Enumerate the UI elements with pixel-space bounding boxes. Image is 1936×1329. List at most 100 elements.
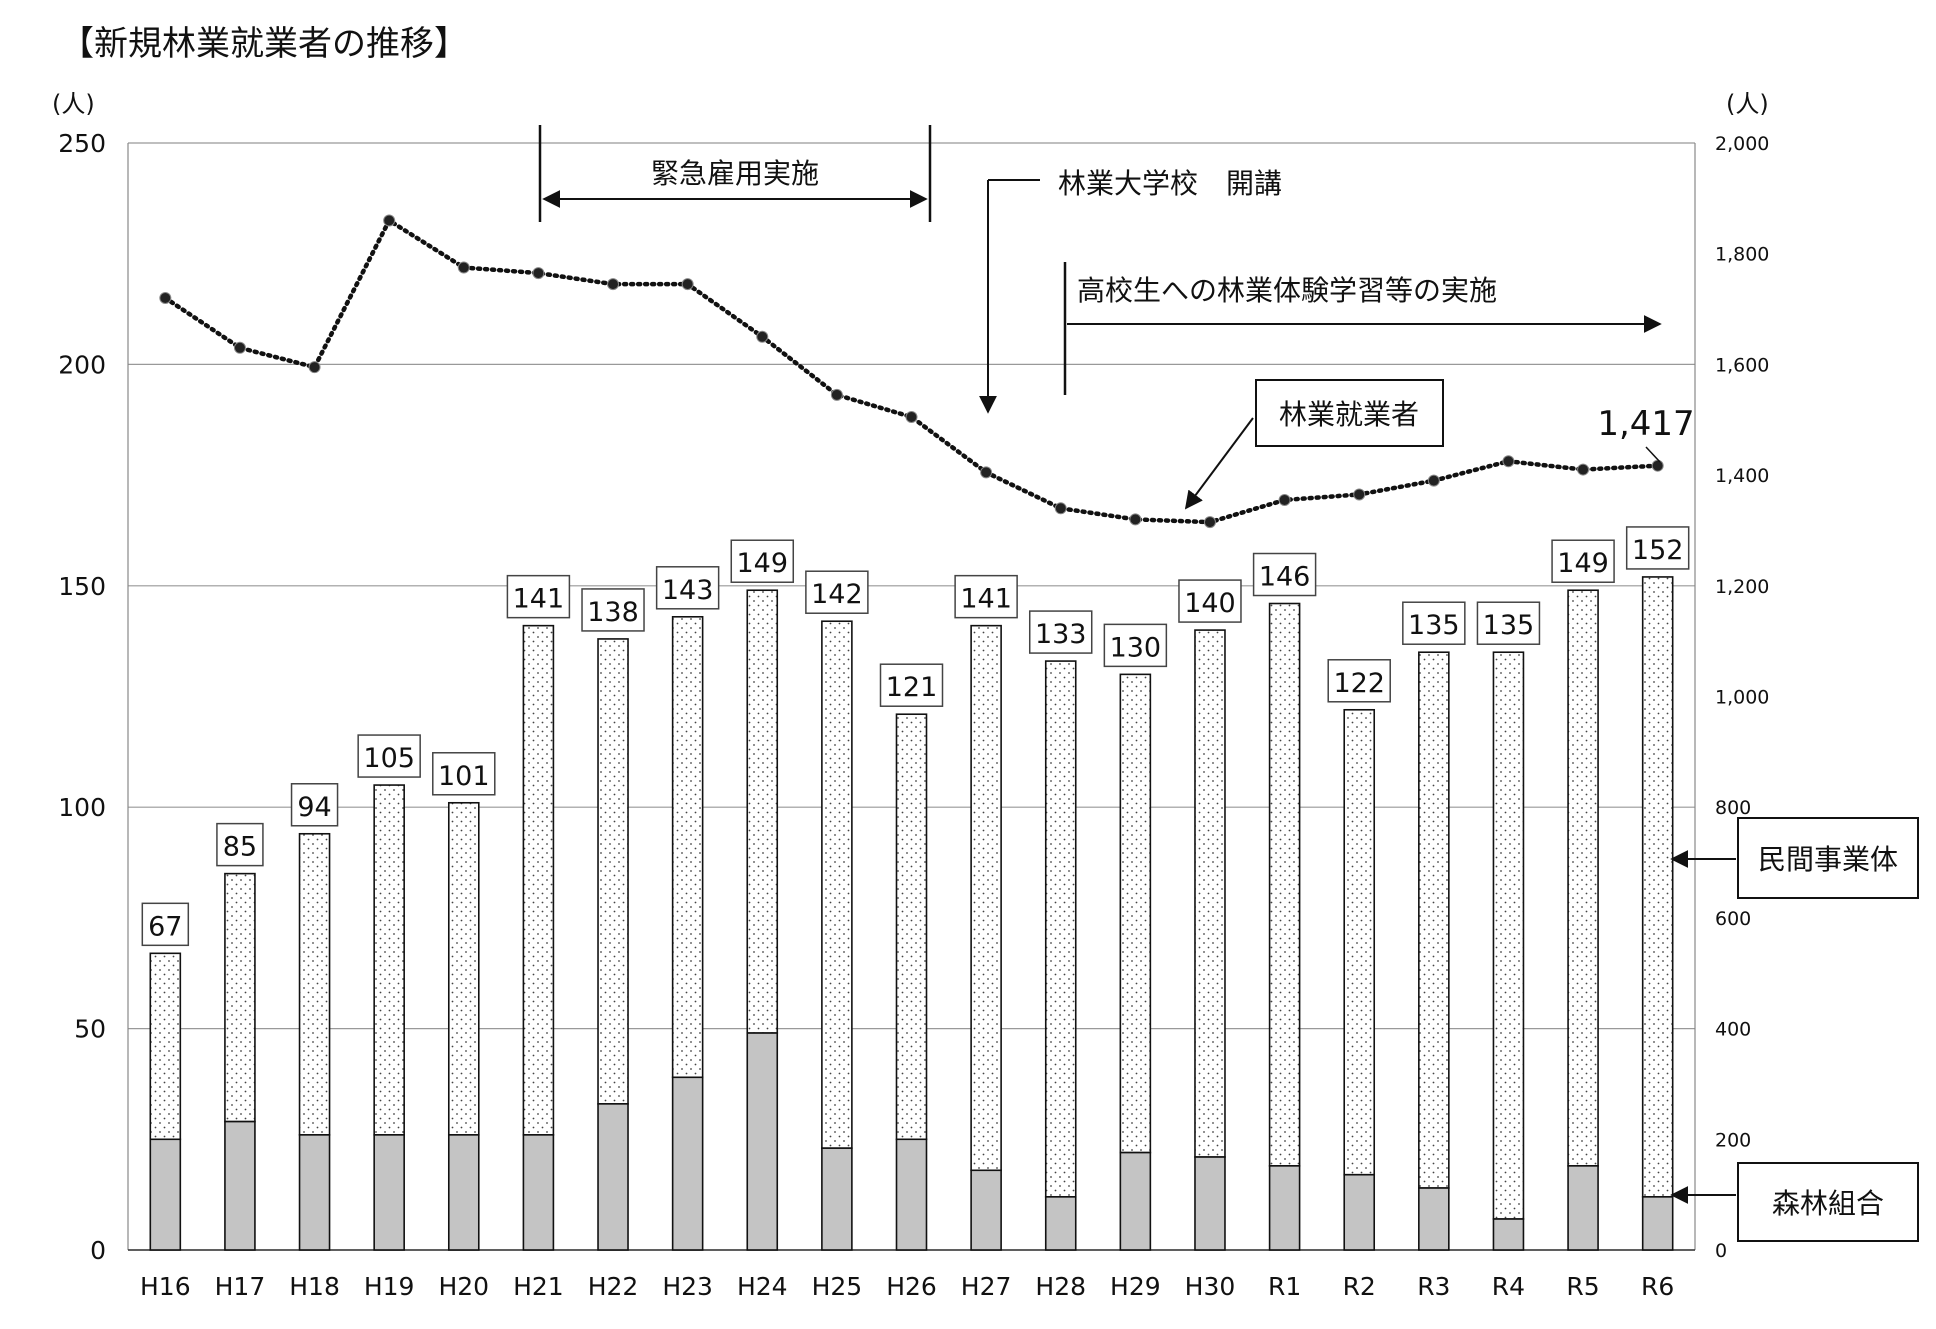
x-tick-label: H17 [215,1272,266,1301]
x-tick-label: H16 [140,1272,191,1301]
right-tick-label: 1,200 [1715,576,1769,598]
legend-private-label: 民間事業体 [1758,843,1898,876]
x-tick-label: H24 [737,1272,788,1301]
left-tick-label: 250 [58,129,106,158]
line-point [1129,513,1142,526]
total-label-box [1625,526,1690,570]
x-tick-label: R4 [1492,1272,1525,1301]
legend-coop: 森林組合 [1670,1162,1919,1242]
line-series [159,214,1664,529]
bar-private [1268,602,1301,1167]
x-tick-label: H21 [513,1272,564,1301]
line-callout-box [1255,379,1444,447]
bar-private [1194,629,1226,1158]
total-label-box [1103,623,1168,668]
bar-private [373,784,405,1136]
bar-private [970,624,1002,1172]
line-point [905,410,918,423]
total-label: 67 [148,911,182,942]
x-tick-label: H22 [588,1272,639,1301]
annotation-high-school: 高校生への林業体験学習等の実施 [1063,262,1662,395]
bar-series [149,576,1674,1251]
legend-coop-label: 森林組合 [1772,1187,1884,1220]
line-point [1278,494,1291,507]
total-label: 152 [1632,535,1684,566]
total-label: 94 [297,792,331,823]
legend-private-box [1737,817,1919,899]
bar-coop [1119,1151,1152,1251]
bar-total-labels: 67 85 94 105 101 141 138 143 149 142 121 141 133 130 1… [141,526,1690,947]
bar-coop [224,1120,256,1251]
total-label-box [1476,601,1541,645]
bar-coop [1567,1165,1599,1251]
right-tick-label: 800 [1715,797,1751,819]
right-tick-label: 600 [1715,908,1751,930]
right-axis-ticks: 0 200 400 600 800 1,000 1,200 1,400 1,600 1,800 2,… [1715,133,1769,1262]
total-label-box [432,752,496,796]
legend-coop-box [1737,1162,1919,1242]
bar-coop [1418,1187,1450,1251]
line-point [681,278,694,291]
total-label: 146 [1259,562,1311,593]
total-label-box [805,570,869,614]
line-point [159,291,172,304]
total-label: 135 [1483,610,1535,641]
right-tick-label: 200 [1715,1129,1751,1151]
bar-coop [447,1134,480,1251]
total-label: 133 [1035,619,1087,650]
total-label-box [879,663,944,707]
left-axis-unit: (人) [52,90,95,118]
total-label-box [655,566,720,610]
line-point [308,361,321,374]
total-label: 141 [960,584,1012,615]
bar-coop [1044,1196,1077,1251]
line-point [607,278,620,291]
line-point [1651,459,1664,472]
line-point [1502,455,1515,468]
bar-coop [1268,1165,1301,1251]
x-tick-label: R2 [1343,1272,1376,1301]
line-last-value-label: 1,417 [1597,404,1694,444]
right-tick-label: 1,600 [1715,354,1769,376]
total-label-box [357,734,421,778]
total-label: 138 [587,597,639,628]
bar-private [1641,576,1674,1198]
line-point [756,330,769,343]
line-point [1054,502,1067,515]
right-tick-label: 400 [1715,1019,1751,1041]
total-label: 149 [1557,548,1609,579]
line-point [830,388,843,401]
x-tick-label: H27 [961,1272,1012,1301]
total-label: 149 [736,548,788,579]
x-tick-label: R1 [1268,1272,1301,1301]
bar-coop [895,1138,928,1251]
left-axis-ticks: 0 50 100 150 200 250 [58,129,106,1265]
line-point [457,261,470,274]
x-tick-label: H25 [812,1272,863,1301]
total-label-box [141,902,190,947]
bar-private [597,638,629,1105]
bar-private [821,620,853,1149]
left-tick-label: 100 [58,793,106,822]
total-label: 135 [1408,610,1460,641]
emergency-employment-label: 緊急雇用実施 [651,157,819,190]
right-tick-label: 0 [1715,1240,1727,1262]
right-axis-unit: (人) [1726,90,1769,118]
x-tick-label: H26 [886,1272,937,1301]
total-label-box [1252,552,1317,597]
line-point [1203,516,1216,529]
x-tick-label: H29 [1110,1272,1161,1301]
bar-private [671,615,704,1079]
line-point [383,214,396,227]
total-label-box [506,574,571,619]
annotation-forestry-college: 林業大学校 開講 [979,167,1282,414]
line-point [1577,463,1590,476]
total-label-box [1551,539,1615,583]
x-tick-label: H30 [1185,1272,1236,1301]
line-point [1353,488,1366,501]
total-label-box [216,822,264,867]
left-tick-label: 50 [74,1015,106,1044]
total-label-box [1178,579,1242,623]
